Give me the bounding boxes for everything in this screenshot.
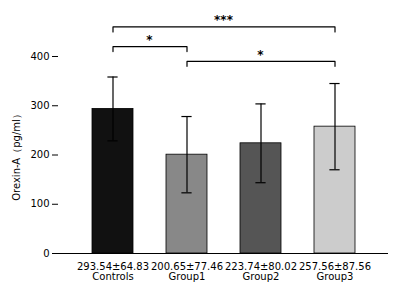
svg-text:*: *: [146, 33, 153, 47]
svg-text:100: 100: [30, 198, 49, 209]
svg-text:300: 300: [30, 100, 49, 111]
svg-text:200: 200: [30, 149, 49, 160]
svg-text:*: *: [257, 48, 264, 62]
svg-text:223.74±80.02Group2: 223.74±80.02Group2: [225, 261, 297, 282]
svg-text:0: 0: [43, 248, 49, 259]
svg-text:Orexin-A（pg/ml）: Orexin-A（pg/ml）: [11, 109, 22, 201]
svg-text:293.54±64.83Controls: 293.54±64.83Controls: [77, 261, 149, 282]
svg-text:400: 400: [30, 51, 49, 62]
svg-text:***: ***: [214, 13, 234, 27]
svg-text:200.65±77.46Group1: 200.65±77.46Group1: [151, 261, 223, 282]
svg-text:257.56±87.56Group3: 257.56±87.56Group3: [299, 261, 371, 282]
